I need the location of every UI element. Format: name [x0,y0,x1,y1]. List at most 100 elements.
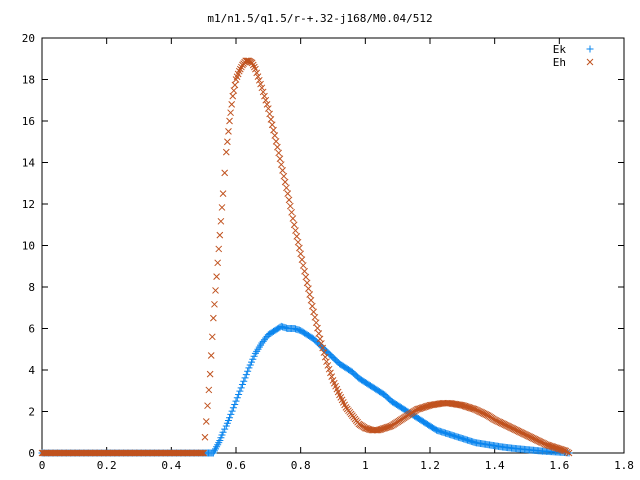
data-point-eh [318,340,325,347]
x-tick-label: 1.6 [549,459,569,472]
data-point-eh [264,105,272,112]
data-point-ek [221,425,229,433]
x-tick-label: 0.4 [161,459,181,472]
data-point-eh [218,204,226,211]
data-point-eh [250,63,258,71]
data-point-eh [303,279,311,287]
data-point-eh [226,117,233,125]
x-tick-label: 1 [362,459,369,472]
data-point-ek [228,407,236,415]
data-point-eh [305,285,312,293]
data-point-ek [242,371,250,379]
data-point-eh [315,330,323,337]
data-point-eh [228,101,236,108]
data-point-eh [276,155,284,163]
y-tick-label: 8 [28,281,35,294]
series-layer [38,57,573,457]
data-point-eh [249,61,257,69]
data-point-eh [197,449,205,457]
data-point-ek [236,387,244,395]
data-point-eh [235,67,243,75]
data-point-eh [323,358,330,366]
data-point-ek [248,358,256,366]
data-point-ek [219,428,227,436]
data-point-ek [245,364,253,372]
data-point-eh [316,335,324,343]
data-point-eh [277,161,285,168]
data-point-eh [297,250,305,258]
data-point-eh [219,190,227,197]
data-point-eh [261,92,268,100]
data-point-eh [272,137,280,145]
data-point-eh [289,215,297,222]
data-point-eh [212,287,219,294]
data-point-eh [321,353,329,361]
data-point-eh [275,149,283,157]
data-point-eh [258,84,266,92]
data-point-eh [227,109,234,117]
data-point-eh [231,81,239,89]
y-tick-label: 20 [22,32,35,45]
data-point-eh [286,202,294,210]
data-point-ek [238,381,246,389]
data-point-eh [314,324,321,332]
x-tick-label: 0.8 [291,459,311,472]
data-point-eh [425,402,433,410]
data-point-eh [248,59,256,67]
data-point-eh [328,373,336,380]
legend-label-ek: Ek [553,43,567,56]
data-point-ek [226,414,234,422]
y-tick-label: 10 [22,240,35,253]
data-point-ek [244,367,252,375]
series-ek [38,322,573,457]
data-point-eh [280,172,288,180]
legend-marker-eh [586,58,594,66]
data-point-eh [312,319,320,327]
data-point-eh [457,401,465,409]
x-tick-label: 1.8 [614,459,634,472]
data-point-eh [216,231,224,239]
data-point-eh [257,80,264,88]
x-tick-label: 1.4 [485,459,505,472]
x-tick-label: 0 [39,459,46,472]
data-point-eh [307,296,315,304]
data-point-ek [240,377,248,385]
data-point-eh [204,402,211,410]
data-point-eh [325,365,333,373]
data-point-eh [263,101,271,108]
data-point-eh [210,314,217,322]
legend-label-eh: Eh [553,56,566,69]
data-point-eh [222,148,230,156]
data-point-eh [238,63,245,71]
data-point-eh [211,300,218,308]
data-point-eh [320,349,328,356]
data-point-eh [254,73,262,80]
x-tick-label: 0.2 [97,459,117,472]
data-point-eh [319,344,327,352]
legend-marker-ek [586,45,594,53]
data-point-eh [217,217,225,225]
data-point-ek [250,352,258,360]
data-point-eh [200,449,208,457]
data-point-eh [268,121,276,129]
data-point-eh [283,184,290,192]
data-point-ek [227,410,235,418]
data-point-eh [255,76,263,84]
data-point-ek [229,404,237,412]
data-point-eh [284,190,292,197]
data-point-eh [327,369,334,377]
y-tick-label: 2 [28,406,35,419]
data-point-eh [206,370,214,378]
data-point-ek [249,355,257,363]
data-point-ek [235,390,243,398]
y-tick-label: 6 [28,323,35,336]
data-point-eh [311,313,319,321]
data-point-eh [270,126,277,134]
data-point-eh [208,333,216,341]
data-point-eh [253,69,261,77]
y-tick-label: 4 [28,364,35,377]
data-point-ek [241,374,249,382]
data-point-ek [246,361,254,369]
y-tick-label: 18 [22,74,35,87]
